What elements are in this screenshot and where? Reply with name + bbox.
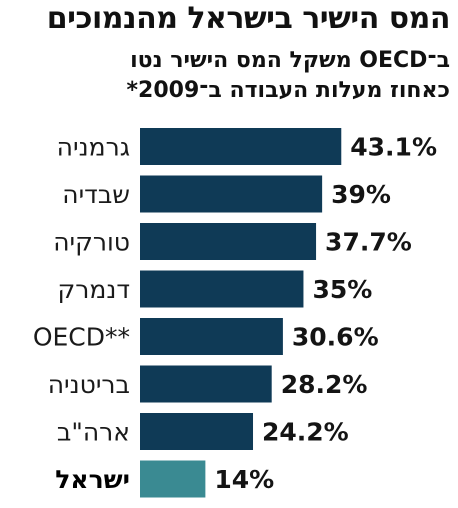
chart-subtitle-line-2: כאחוז מעלות העבודה ב־2009* <box>126 78 450 103</box>
bar-5 <box>140 365 272 403</box>
bar-0 <box>140 128 342 165</box>
category-label-6: ארה"ב <box>57 418 130 447</box>
bar-6 <box>140 413 254 450</box>
value-label-3: 35% <box>312 275 372 304</box>
value-label-5: 28.2% <box>281 370 368 399</box>
value-label-1: 39% <box>331 180 391 209</box>
value-label-7: 14% <box>214 465 274 494</box>
bar-3 <box>140 270 304 308</box>
category-label-7: ישראל <box>55 465 130 494</box>
value-label-4: 30.6% <box>292 323 379 352</box>
category-label-5: בריטניה <box>48 370 130 399</box>
chart-subtitle-line-1: ב־OECD משקל המס הישיר נטו <box>130 48 450 73</box>
category-label-1: שבדיה <box>62 180 130 209</box>
chart-title: המס הישיר בישראל מהנמוכים <box>46 1 451 36</box>
bar-4 <box>140 318 283 355</box>
category-label-2: טורקיה <box>53 228 130 257</box>
value-label-6: 24.2% <box>262 418 349 447</box>
category-label-4: OECD** <box>33 323 130 352</box>
category-label-3: דנמרק <box>58 275 131 304</box>
value-label-2: 37.7% <box>325 228 412 257</box>
value-label-0: 43.1% <box>350 133 437 162</box>
bar-1 <box>140 175 323 213</box>
bar-2 <box>140 223 317 260</box>
bar-7 <box>140 460 206 498</box>
category-label-0: גרמניה <box>57 133 130 162</box>
